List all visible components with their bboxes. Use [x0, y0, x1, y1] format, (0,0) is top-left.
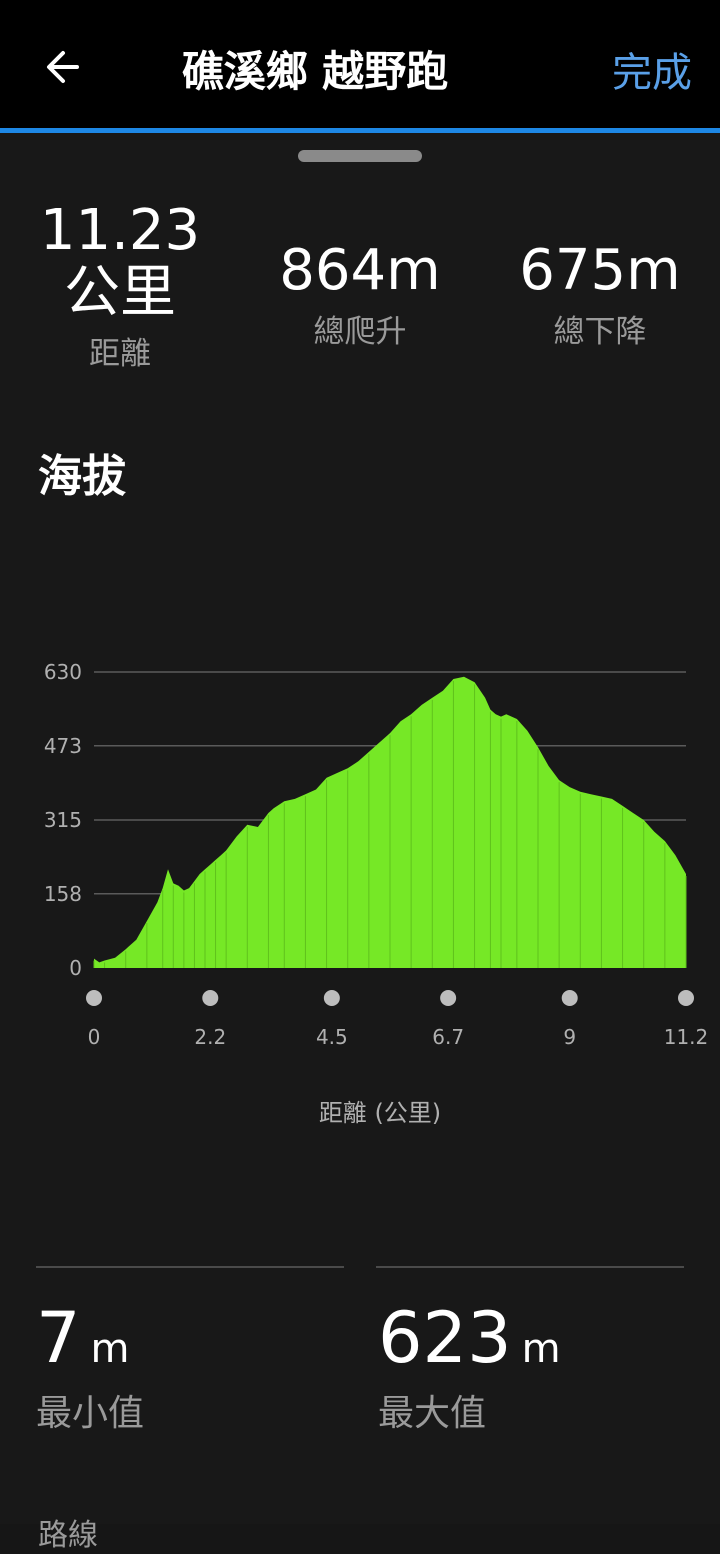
max-elevation-unit: m: [521, 1326, 561, 1372]
x-tick-label: 11.2: [664, 1025, 709, 1049]
arrow-left-icon: [47, 51, 79, 83]
min-elevation-label: 最小值: [36, 1393, 145, 1434]
x-tick-dot: [440, 990, 457, 1006]
min-elevation-value: 7: [36, 1297, 81, 1379]
x-tick-dot: [202, 990, 219, 1006]
elevation-chart: 0 2.2 4.5 6.7 9 11.2 630 473 315 158 0: [44, 660, 709, 1049]
max-elevation-stat: 623 m 最大值: [378, 1300, 561, 1436]
page-title: 礁溪鄉 越野跑: [181, 47, 449, 96]
top-app-bar: 礁溪鄉 越野跑 完成: [0, 0, 720, 133]
route-section-title: 路線: [38, 1518, 98, 1553]
x-tick-label: 0: [88, 1025, 101, 1049]
done-button[interactable]: 完成: [612, 50, 692, 96]
max-elevation-value: 623: [378, 1297, 512, 1379]
descent-label: 總下降: [553, 314, 647, 350]
x-tick-label: 4.5: [316, 1025, 348, 1049]
x-tick-label: 9: [563, 1025, 576, 1049]
descent-value: 675m: [519, 238, 681, 303]
min-elevation-unit: m: [90, 1326, 130, 1372]
y-tick-label: 158: [44, 882, 82, 906]
distance-label: 距離: [89, 336, 151, 372]
drag-handle[interactable]: [298, 150, 422, 162]
back-button[interactable]: [36, 40, 90, 94]
divider-right: [376, 1266, 684, 1268]
y-tick-label: 0: [69, 956, 82, 980]
x-tick-label: 6.7: [432, 1025, 464, 1049]
distance-unit: 公里: [64, 260, 176, 325]
y-tick-label: 630: [44, 660, 82, 684]
ascent-stat: 864m 總爬升: [250, 240, 470, 351]
y-tick-label: 473: [44, 734, 82, 758]
ascent-label: 總爬升: [313, 314, 407, 350]
y-tick-label: 315: [44, 808, 82, 832]
max-elevation-label: 最大值: [378, 1393, 487, 1434]
distance-stat: 11.23 公里 距離: [30, 200, 210, 373]
x-axis-title: 距離 (公里): [318, 1099, 442, 1127]
elevation-section-title: 海拔: [38, 451, 126, 502]
x-tick-dot: [86, 990, 102, 1006]
ascent-value: 864m: [279, 238, 441, 303]
x-tick-label: 2.2: [194, 1025, 226, 1049]
descent-stat: 675m 總下降: [490, 240, 710, 351]
x-tick-dot: [323, 990, 340, 1006]
distance-value: 11.23: [39, 198, 201, 263]
x-tick-dot: [678, 990, 694, 1006]
divider-left: [36, 1266, 344, 1268]
x-tick-dot: [561, 990, 578, 1006]
